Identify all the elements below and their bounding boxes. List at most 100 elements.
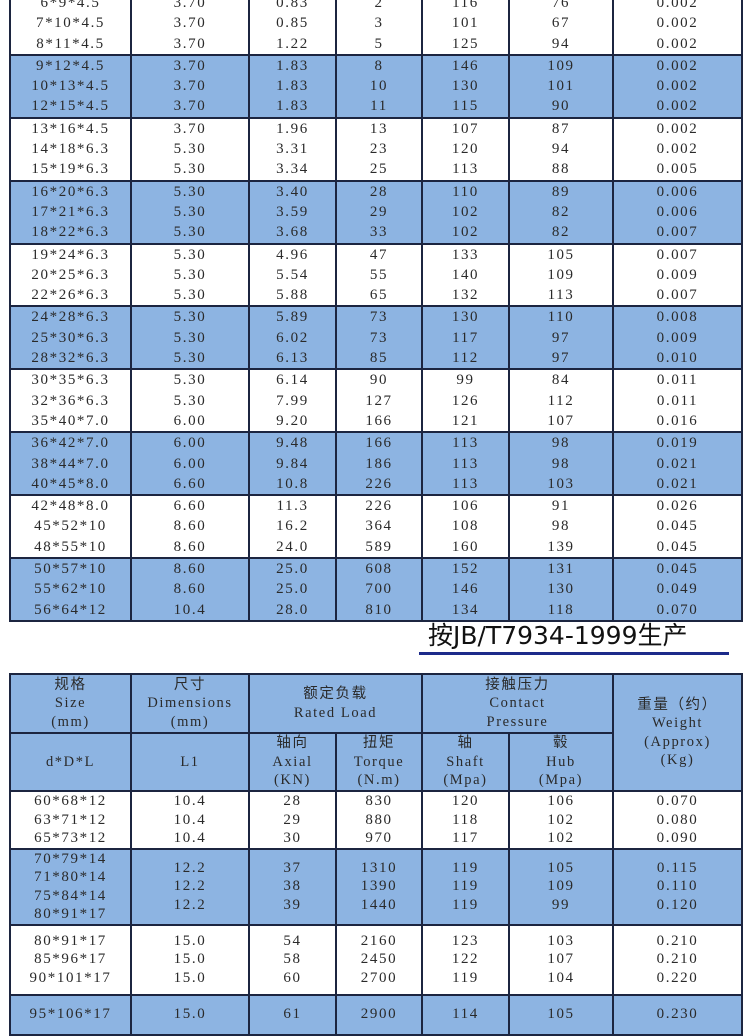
cell-value: 3.70 bbox=[173, 120, 207, 137]
cell-value: 114 bbox=[452, 1006, 479, 1023]
torque-cell: 28 29 33 bbox=[335, 179, 423, 245]
cell-value: 0.045 bbox=[656, 561, 699, 578]
table-row-group: 50*57*10 55*62*10 56*64*12 8.60 8.60 10.4 25.0… bbox=[9, 557, 743, 622]
cell-value: 0.230 bbox=[656, 1006, 699, 1023]
l1-cell: 10.4 10.4 10.4 bbox=[130, 790, 250, 850]
cell-value: 102 bbox=[451, 203, 480, 220]
weight-cell: 0.002 0.002 0.005 bbox=[612, 116, 743, 182]
axial-cell: 9.48 9.84 10.8 bbox=[248, 431, 337, 497]
cell-value: 0.007 bbox=[656, 246, 699, 263]
cell-value: 25.0 bbox=[276, 561, 309, 578]
torque-cell: 2 3 5 bbox=[335, 0, 423, 56]
cell-value: 29 bbox=[283, 811, 302, 828]
cell-value: 113 bbox=[452, 161, 479, 178]
cell-value: 3.68 bbox=[276, 224, 309, 241]
cell-value: 3.31 bbox=[276, 141, 309, 158]
cell-value: 4.96 bbox=[276, 246, 309, 263]
cell-value: 97 bbox=[551, 329, 571, 346]
shaft-cell: 123 122 119 bbox=[421, 923, 510, 996]
cell-value: 700 bbox=[365, 581, 393, 598]
cell-value: 146 bbox=[451, 57, 480, 74]
cell-value: 139 bbox=[547, 538, 575, 555]
cell-value: 109 bbox=[547, 266, 575, 283]
cell-value: 1.83 bbox=[276, 98, 309, 115]
cell-value: 5.30 bbox=[173, 203, 207, 220]
cell-value: 0.045 bbox=[656, 538, 699, 555]
cell-value: 126 bbox=[451, 392, 480, 409]
cell-value: 1.22 bbox=[276, 35, 309, 52]
cell-value: 65 bbox=[369, 287, 389, 304]
cell-value: 5.30 bbox=[173, 183, 207, 200]
cell-value: 13*16*4.5 bbox=[31, 120, 110, 137]
cell-value: 0.011 bbox=[656, 372, 699, 389]
cell-value: 28 bbox=[283, 793, 302, 809]
cell-value: 121 bbox=[451, 412, 480, 429]
l1-cell: 5.30 5.30 5.30 bbox=[130, 179, 250, 245]
shaft-cell: 146 130 115 bbox=[421, 53, 510, 119]
cell-value: 15.0 bbox=[173, 969, 207, 986]
cell-value: 12.2 bbox=[173, 859, 207, 876]
cell-value: 0.002 bbox=[656, 78, 699, 95]
cell-value: 98 bbox=[551, 435, 571, 452]
cell-value: 0.009 bbox=[656, 266, 699, 283]
shaft-cell: 107 120 113 bbox=[421, 116, 510, 182]
torque-cell: 226 364 589 bbox=[335, 494, 423, 560]
cell-value: 0.026 bbox=[656, 498, 699, 515]
header-dimensions-sub: L1 bbox=[130, 732, 250, 792]
cell-value: 0.002 bbox=[656, 0, 699, 11]
cell-value: 1.83 bbox=[276, 78, 309, 95]
cell-value: 94 bbox=[551, 35, 571, 52]
torque-cell: 2160 2450 2700 bbox=[335, 923, 423, 996]
cell-value: 0.021 bbox=[656, 455, 699, 472]
cell-value: 19*24*6.3 bbox=[31, 246, 110, 263]
cell-value: 85 bbox=[369, 350, 389, 367]
axial-cell: 1.96 3.31 3.34 bbox=[248, 116, 337, 182]
cell-value: 102 bbox=[547, 830, 575, 846]
cell-value: 25.0 bbox=[276, 581, 309, 598]
cell-value: 24*28*6.3 bbox=[31, 309, 110, 326]
cell-value: 5.30 bbox=[173, 329, 207, 346]
cell-value: 8*11*4.5 bbox=[36, 35, 105, 52]
cell-value: 12.2 bbox=[173, 896, 207, 913]
cell-value: 80*91*17 bbox=[34, 906, 107, 922]
cell-value: 109 bbox=[547, 878, 575, 895]
cell-value: 5.30 bbox=[173, 309, 207, 326]
table-row-group: 6*9*4.5 7*10*4.5 8*11*4.5 3.70 3.70 3.70 0.83 0… bbox=[9, 0, 743, 56]
cell-value: 108 bbox=[451, 518, 480, 535]
torque-cell: 166 186 226 bbox=[335, 431, 423, 497]
table-row-group: 13*16*4.5 14*18*6.3 15*19*6.3 3.70 5.30 5.30 1… bbox=[9, 116, 743, 182]
hub-cell: 91 98 139 bbox=[508, 494, 614, 560]
torque-cell: 90 127 166 bbox=[335, 368, 423, 434]
cell-value: 106 bbox=[547, 793, 575, 809]
cell-value: 10.4 bbox=[173, 830, 207, 846]
cell-value: 107 bbox=[451, 120, 480, 137]
cell-value: 0.049 bbox=[656, 581, 699, 598]
cell-value: 113 bbox=[452, 435, 479, 452]
cell-value: 118 bbox=[452, 811, 479, 828]
cell-value: 0.120 bbox=[656, 896, 699, 913]
cell-value: 63*71*12 bbox=[34, 811, 107, 828]
weight-cell: 0.011 0.011 0.016 bbox=[612, 368, 743, 434]
cell-value: 12*15*4.5 bbox=[31, 98, 110, 115]
cell-value: 105 bbox=[547, 246, 575, 263]
cell-value: 1440 bbox=[360, 896, 398, 913]
cell-value: 0.002 bbox=[656, 98, 699, 115]
shaft-cell: 116 101 125 bbox=[421, 0, 510, 56]
cell-value: 15.0 bbox=[173, 951, 207, 968]
cell-value: 65*73*12 bbox=[34, 830, 107, 846]
cell-value: 82 bbox=[551, 224, 571, 241]
cell-value: 10.4 bbox=[173, 793, 207, 809]
cell-value: 1.83 bbox=[276, 57, 309, 74]
cell-value: 33 bbox=[369, 224, 389, 241]
weight-cell: 0.007 0.009 0.007 bbox=[612, 242, 743, 308]
size-cell: 50*57*10 55*62*10 56*64*12 bbox=[9, 557, 132, 622]
cell-value: 102 bbox=[547, 811, 575, 828]
cell-value: 82 bbox=[551, 203, 571, 220]
axial-cell: 3.40 3.59 3.68 bbox=[248, 179, 337, 245]
cell-value: 1.96 bbox=[276, 120, 309, 137]
size-cell: 13*16*4.5 14*18*6.3 15*19*6.3 bbox=[9, 116, 132, 182]
cell-value: 87 bbox=[551, 120, 571, 137]
title-underline bbox=[419, 652, 729, 655]
cell-value: 112 bbox=[547, 392, 575, 409]
cell-value: 0.070 bbox=[656, 793, 699, 809]
